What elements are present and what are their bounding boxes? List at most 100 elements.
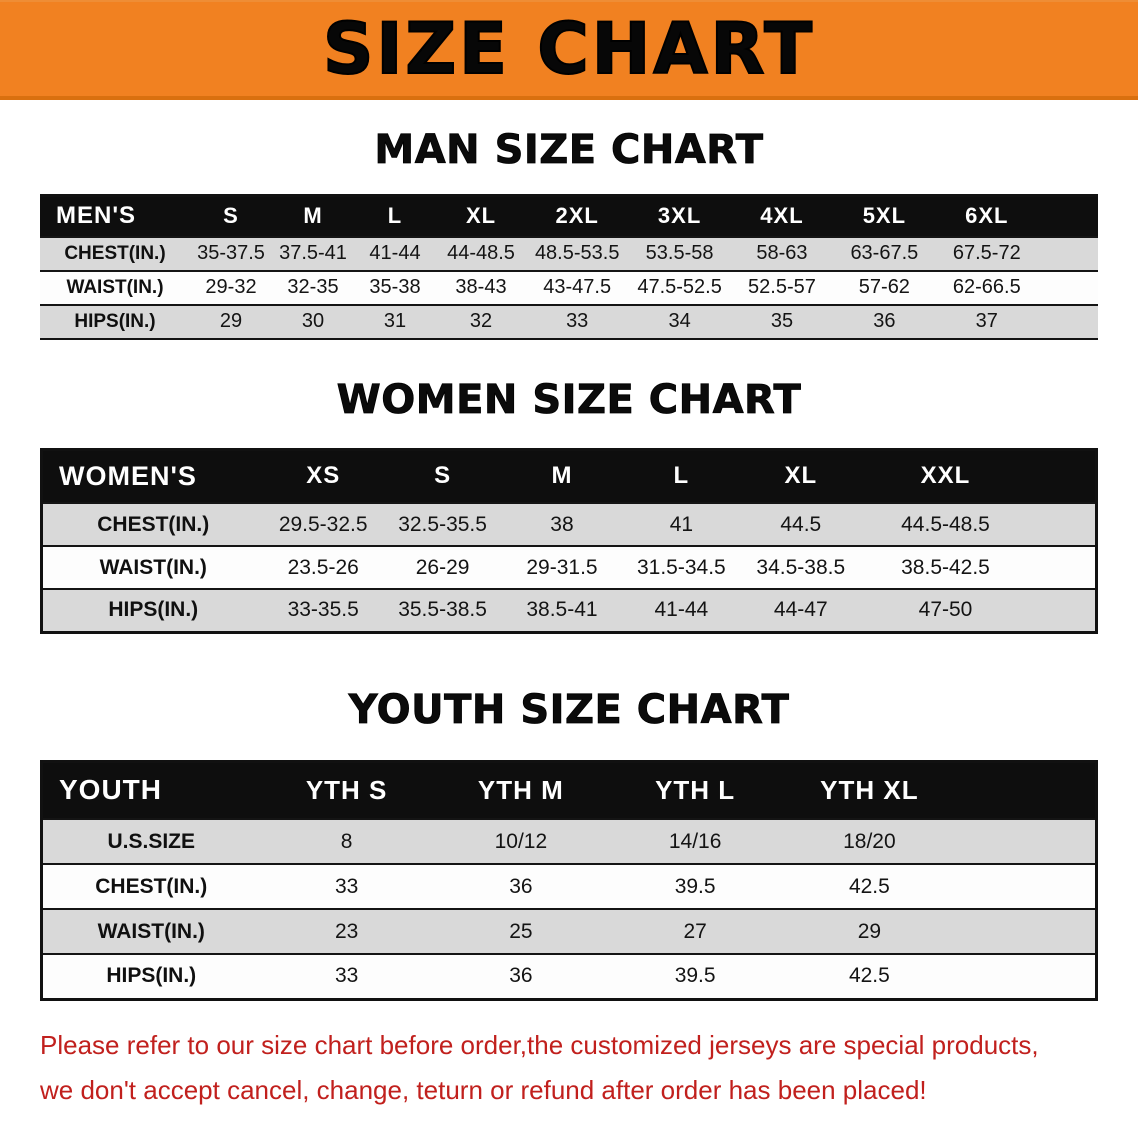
size-value-cell: 44-48.5 xyxy=(447,242,515,264)
page-title: SIZE CHART xyxy=(322,8,816,90)
measurement-label: WAIST(IN.) xyxy=(99,555,207,579)
size-value-cell: 26-29 xyxy=(415,555,470,579)
size-value-cell: 52.5-57 xyxy=(748,276,816,298)
size-value-cell: 29.5-32.5 xyxy=(278,512,368,536)
size-value-cell: 36 xyxy=(509,874,533,898)
table-row: HIPS(IN.) 33-35.5 35.5-38.5 38.5-41 41-44 44-… xyxy=(41,589,1097,632)
women-section: WOMEN SIZE CHART WOMEN'S XS S M L XL XXL CHEST(… xyxy=(0,376,1138,634)
size-value-cell: 38.5-42.5 xyxy=(901,555,990,579)
size-value-cell: 35 xyxy=(770,310,794,332)
size-column-header: 3XL xyxy=(628,195,731,237)
size-value-cell: 47.5-52.5 xyxy=(637,276,722,298)
size-value-cell: 58-63 xyxy=(756,242,808,264)
size-value-cell: 38.5-41 xyxy=(526,598,598,622)
youth-section: YOUTH SIZE CHART YOUTH YTH S YTH M YTH L YTH… xyxy=(0,686,1138,1001)
measurement-label: U.S.SIZE xyxy=(107,829,196,853)
size-value-cell: 38 xyxy=(550,512,574,536)
size-column-header: XL xyxy=(436,195,526,237)
table-row: HIPS(IN.) 29 30 31 32 33 34 35 36 37 xyxy=(40,304,1098,339)
size-value-cell: 8 xyxy=(340,829,353,853)
size-value-cell: 37.5-41 xyxy=(279,242,347,264)
size-value-cell: 35-37.5 xyxy=(197,242,265,264)
size-value-cell: 29-32 xyxy=(205,276,257,298)
spacer-cell xyxy=(1030,449,1097,503)
size-value-cell: 35.5-38.5 xyxy=(398,598,487,622)
men-section: MAN SIZE CHART MEN'S S M L XL 2XL 3XL 4XL 5XL 6XL… xyxy=(0,126,1138,340)
size-value-cell: 57-62 xyxy=(858,276,910,298)
size-value-cell: 41 xyxy=(669,512,694,536)
size-value-cell: 42.5 xyxy=(848,964,890,988)
youth-section-heading: YOUTH SIZE CHART xyxy=(348,686,790,733)
size-value-cell: 39.5 xyxy=(674,964,716,988)
size-column-header: YTH XL xyxy=(782,761,957,819)
size-value-cell: 23 xyxy=(334,919,359,943)
spacer-cell xyxy=(957,819,1097,864)
measurement-label: CHEST(IN.) xyxy=(64,242,166,264)
spacer-cell xyxy=(957,909,1097,954)
size-value-cell: 41-44 xyxy=(654,598,709,622)
measurement-label: HIPS(IN.) xyxy=(74,310,156,332)
men-table-title: MEN'S xyxy=(40,195,190,237)
women-section-heading: WOMEN SIZE CHART xyxy=(336,376,802,423)
measurement-label: WAIST(IN.) xyxy=(97,919,205,943)
size-value-cell: 33 xyxy=(566,310,589,332)
size-value-cell: 33-35.5 xyxy=(287,598,359,622)
size-column-header: M xyxy=(272,195,354,237)
measurement-label: WAIST(IN.) xyxy=(66,276,164,298)
youth-table-title: YOUTH xyxy=(41,761,260,819)
size-value-cell: 34 xyxy=(668,310,691,332)
size-value-cell: 29 xyxy=(219,310,243,332)
size-value-cell: 44.5 xyxy=(780,512,822,536)
size-value-cell: 31 xyxy=(383,310,407,332)
banner: SIZE CHART xyxy=(0,0,1138,100)
size-column-header: S xyxy=(190,195,272,237)
size-value-cell: 29-31.5 xyxy=(526,555,598,579)
youth-header-row: YOUTH YTH S YTH M YTH L YTH XL xyxy=(41,761,1097,819)
size-column-header: 5XL xyxy=(833,195,936,237)
footer-disclaimer: Please refer to our size chart before or… xyxy=(40,1023,1138,1113)
size-value-cell: 48.5-53.5 xyxy=(534,242,620,264)
spacer-cell xyxy=(956,761,1097,819)
size-column-header: M xyxy=(502,449,622,503)
spacer-cell xyxy=(1031,546,1097,589)
size-value-cell: 35-38 xyxy=(369,276,421,298)
table-row: CHEST(IN.) 29.5-32.5 32.5-35.5 38 41 44.5 44.5… xyxy=(41,503,1097,546)
size-column-header: S xyxy=(382,449,503,503)
size-column-header: YTH L xyxy=(608,761,783,819)
size-value-cell: 33 xyxy=(334,874,359,898)
size-column-header: 4XL xyxy=(730,195,834,237)
spacer-cell xyxy=(1038,195,1098,237)
spacer-cell xyxy=(1031,503,1097,546)
size-value-cell: 30 xyxy=(301,310,325,332)
spacer-cell xyxy=(1031,589,1097,632)
measurement-label: CHEST(IN.) xyxy=(97,512,210,536)
size-value-cell: 29 xyxy=(857,919,882,943)
women-size-table: WOMEN'S XS S M L XL XXL CHEST(IN.) 29.5-32.5 32.5… xyxy=(40,447,1098,634)
size-value-cell: 53.5-58 xyxy=(645,242,714,264)
men-section-heading: MAN SIZE CHART xyxy=(374,127,764,174)
spacer-cell xyxy=(957,864,1097,909)
size-column-header: 6XL xyxy=(935,195,1038,237)
size-value-cell: 39.5 xyxy=(674,874,716,898)
size-value-cell: 41-44 xyxy=(369,242,421,264)
spacer-cell xyxy=(1038,271,1098,305)
size-value-cell: 36 xyxy=(509,964,533,988)
spacer-cell xyxy=(1038,305,1098,339)
disclaimer-line-2: we don't accept cancel, change, teturn o… xyxy=(40,1074,927,1105)
size-column-header: XXL xyxy=(860,449,1031,503)
size-value-cell: 33 xyxy=(334,964,359,988)
men-header-row: MEN'S S M L XL 2XL 3XL 4XL 5XL 6XL xyxy=(40,195,1098,237)
size-value-cell: 62-66.5 xyxy=(952,276,1021,298)
size-value-cell: 34.5-38.5 xyxy=(756,555,846,579)
table-row: CHEST(IN.) 35-37.5 37.5-41 41-44 44-48.5 48.5… xyxy=(40,236,1098,271)
size-value-cell: 44-47 xyxy=(773,598,828,622)
size-value-cell: 32-35 xyxy=(287,276,339,298)
size-value-cell: 38-43 xyxy=(455,276,507,298)
disclaimer-line-1: Please refer to our size chart before or… xyxy=(40,1029,1039,1060)
table-row: WAIST(IN.) 23.5-26 26-29 29-31.5 31.5-34.5 34… xyxy=(41,546,1097,589)
size-value-cell: 32.5-35.5 xyxy=(398,512,487,536)
size-column-header: XS xyxy=(263,449,383,503)
size-value-cell: 36 xyxy=(873,310,896,332)
size-value-cell: 37 xyxy=(975,310,998,332)
